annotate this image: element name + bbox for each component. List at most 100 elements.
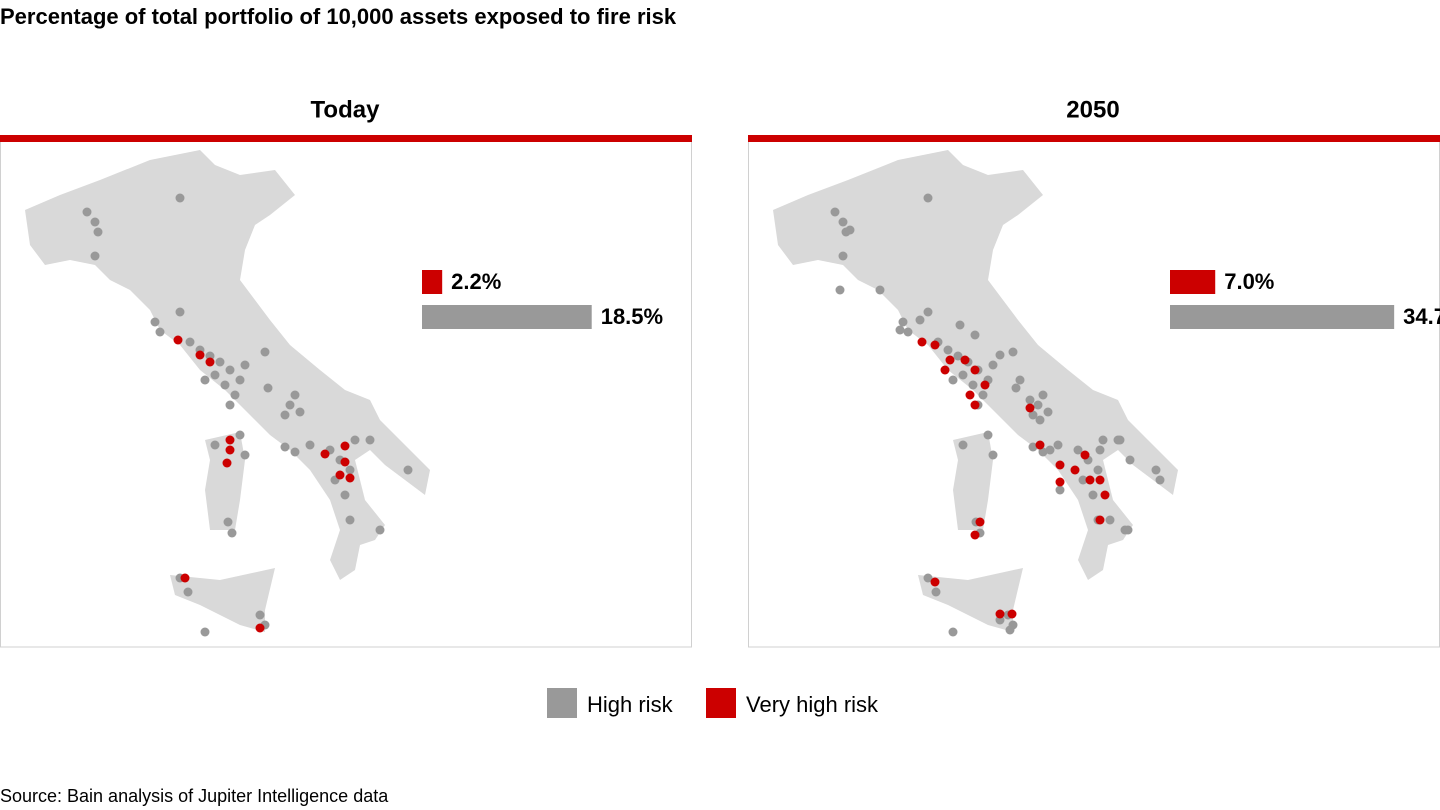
asset-dot [215, 357, 225, 367]
asset-dot [923, 307, 933, 317]
asset-dot [90, 251, 100, 261]
asset-dot [1095, 515, 1105, 525]
asset-dot [1038, 390, 1048, 400]
asset-dot [1095, 445, 1105, 455]
asset-dot [995, 609, 1005, 619]
asset-dot [930, 577, 940, 587]
asset-dot [210, 370, 220, 380]
bar-label: 7.0% [1224, 269, 1274, 294]
asset-dot [955, 320, 965, 330]
asset-dot [948, 627, 958, 637]
panel-rule [748, 135, 1440, 142]
asset-dot [1043, 407, 1053, 417]
asset-dot [923, 193, 933, 203]
asset-dot [290, 390, 300, 400]
asset-dot [225, 445, 235, 455]
asset-dot [1151, 465, 1161, 475]
asset-dot [978, 390, 988, 400]
asset-dot [305, 440, 315, 450]
panel-title: 2050 [1066, 96, 1119, 123]
asset-dot [223, 517, 233, 527]
asset-dot [345, 473, 355, 483]
asset-dot [260, 347, 270, 357]
asset-dot [958, 440, 968, 450]
asset-dot [975, 517, 985, 527]
asset-dot [290, 447, 300, 457]
asset-dot [222, 458, 232, 468]
asset-dot [958, 370, 968, 380]
asset-dot [1098, 435, 1108, 445]
asset-dot [1008, 347, 1018, 357]
asset-dot [183, 587, 193, 597]
asset-dot [1080, 450, 1090, 460]
asset-dot [1105, 515, 1115, 525]
asset-dot [263, 383, 273, 393]
asset-dot [945, 355, 955, 365]
legend: High risk Very high risk [547, 688, 879, 718]
asset-dot [335, 470, 345, 480]
asset-dot [1085, 475, 1095, 485]
asset-dot [225, 400, 235, 410]
asset-dot [1055, 477, 1065, 487]
asset-dot [1093, 465, 1103, 475]
asset-dot [1007, 609, 1017, 619]
asset-dot [340, 457, 350, 467]
asset-dot [185, 337, 195, 347]
asset-dot [1033, 400, 1043, 410]
bar-label: 2.2% [451, 269, 501, 294]
asset-dot [180, 573, 190, 583]
bar-label: 18.5% [601, 304, 663, 329]
panel: Today 2.2% 18.5% [0, 96, 692, 648]
asset-dot [240, 450, 250, 460]
source: Source: Bain analysis of Jupiter Intelli… [0, 786, 389, 806]
asset-dot [980, 380, 990, 390]
asset-dot [1055, 485, 1065, 495]
asset-dot [235, 375, 245, 385]
asset-dot [960, 355, 970, 365]
asset-dot [235, 430, 245, 440]
asset-dot [838, 217, 848, 227]
asset-dot [1025, 403, 1035, 413]
asset-dot [240, 360, 250, 370]
asset-dot [345, 515, 355, 525]
asset-dot [200, 627, 210, 637]
asset-dot [205, 357, 215, 367]
asset-dot [295, 407, 305, 417]
bar [1170, 305, 1395, 329]
asset-dot [915, 315, 925, 325]
asset-dot [965, 390, 975, 400]
asset-dot [365, 435, 375, 445]
asset-dot [155, 327, 165, 337]
asset-dot [988, 450, 998, 460]
asset-dot [1038, 447, 1048, 457]
asset-dot [943, 345, 953, 355]
asset-dot [970, 365, 980, 375]
asset-dot [1100, 490, 1110, 500]
asset-dot [220, 380, 230, 390]
asset-dot [345, 465, 355, 475]
legend-label: High risk [587, 692, 674, 717]
asset-dot [948, 375, 958, 385]
legend-swatch [706, 688, 736, 718]
asset-dot [917, 337, 927, 347]
asset-dot [1055, 460, 1065, 470]
asset-dot [225, 435, 235, 445]
asset-dot [90, 217, 100, 227]
asset-dot [1078, 475, 1088, 485]
asset-dot [1073, 445, 1083, 455]
panel-rule [0, 135, 692, 142]
asset-dot [1028, 442, 1038, 452]
asset-dot [923, 573, 933, 583]
asset-dot [1035, 440, 1045, 450]
asset-dot [1005, 625, 1015, 635]
asset-dot [940, 365, 950, 375]
asset-dot [845, 225, 855, 235]
asset-dot [225, 365, 235, 375]
asset-dot [340, 490, 350, 500]
asset-dot [1045, 445, 1055, 455]
asset-dot [280, 410, 290, 420]
asset-dot [1115, 435, 1125, 445]
asset-dot [988, 360, 998, 370]
asset-dot [835, 285, 845, 295]
